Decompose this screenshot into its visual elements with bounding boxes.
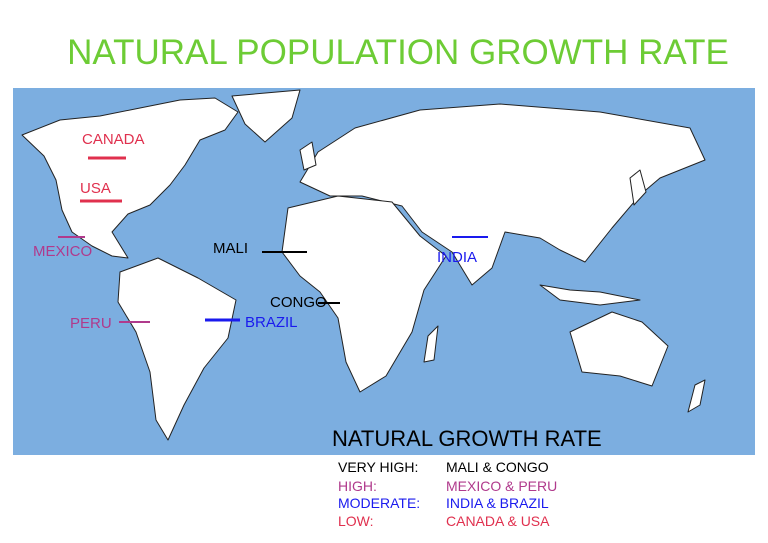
africa [281, 195, 447, 393]
mali-label: MALI [213, 240, 248, 257]
legend: NATURAL GROWTH RATE VERY HIGH: MALI & CO… [332, 426, 602, 529]
legend-level: VERY HIGH: [338, 459, 418, 475]
title: NATURAL POPULATION GROWTH RATE [67, 33, 729, 72]
canada-label: CANADA [82, 131, 145, 148]
uk [299, 141, 317, 171]
legend-countries: MEXICO & PERU [446, 478, 557, 494]
japan [629, 169, 647, 206]
brazil-label: BRAZIL [245, 314, 298, 331]
india-label: INDIA [437, 249, 477, 266]
congo-label: CONGO [270, 294, 327, 311]
australia [569, 311, 669, 387]
madagascar [423, 325, 439, 363]
legend-countries: INDIA & BRAZIL [446, 495, 549, 511]
legend-level: HIGH: [338, 478, 377, 494]
eurasia [299, 103, 706, 286]
peru-label: PERU [70, 315, 112, 332]
usa-label: USA [80, 180, 111, 197]
legend-countries: CANADA & USA [446, 513, 550, 529]
legend-title: NATURAL GROWTH RATE [332, 426, 602, 451]
legend-level: LOW: [338, 513, 374, 529]
legend-countries: MALI & CONGO [446, 459, 549, 475]
world-map [13, 88, 755, 455]
indonesia [539, 284, 641, 306]
new-zealand [687, 379, 706, 413]
greenland [231, 89, 301, 143]
mexico-label: MEXICO [33, 243, 92, 260]
legend-level: MODERATE: [338, 495, 420, 511]
south-america [117, 257, 237, 441]
country-markers: CANADA USA MEXICO MALI INDIA CONGO PERU … [33, 131, 488, 332]
north-america [21, 97, 239, 259]
